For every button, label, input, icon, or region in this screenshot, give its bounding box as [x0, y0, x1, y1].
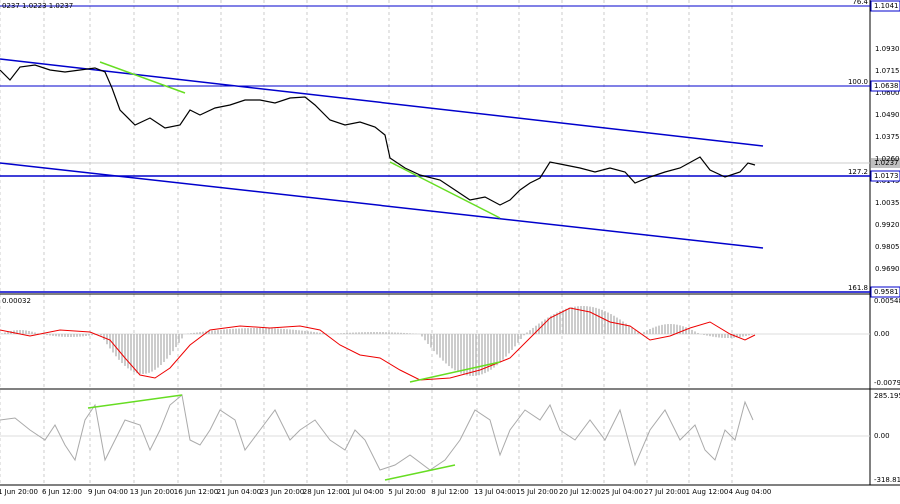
current-price: 1.0237	[874, 159, 899, 167]
channel-upper	[0, 58, 764, 147]
price-label: 1.0375	[875, 133, 900, 141]
price-label: 1.0490	[875, 111, 900, 119]
channel-lower	[0, 162, 764, 249]
macd-axis-label: 0.00	[874, 330, 890, 338]
time-label: 20 Jul 12:00	[559, 488, 601, 496]
macd-value: 0.00032	[2, 297, 31, 305]
price-series	[0, 64, 756, 206]
divergence-line	[389, 161, 501, 219]
cci-series	[0, 394, 754, 471]
cci-axis-label: 285.1954	[874, 392, 900, 400]
time-label: 1 Aug 12:00	[686, 488, 729, 496]
time-label: 4 Aug 04:00	[729, 488, 772, 496]
level-price-box	[870, 0, 900, 12]
time-label: 27 Jul 20:00	[644, 488, 686, 496]
macd-axis-label: 0.00548	[874, 297, 900, 305]
time-label: 5 Jul 20:00	[388, 488, 426, 496]
time-label: 9 Jun 04:00	[88, 488, 128, 496]
time-label: 28 Jun 12:00	[303, 488, 347, 496]
level-ratio: 100.0	[848, 78, 868, 86]
price-label: 1.0600	[875, 89, 900, 97]
time-label: 25 Jul 04:00	[601, 488, 643, 496]
level-price: 0.9581	[874, 288, 899, 296]
levels	[0, 5, 870, 293]
time-label: 21 Jun 04:00	[217, 488, 261, 496]
grid	[0, 0, 733, 485]
time-label: 13 Jun 20:00	[130, 488, 174, 496]
level-price: 1.1041	[874, 2, 899, 10]
time-label: 13 Jul 04:00	[474, 488, 516, 496]
cci-axis-label: -318.8114	[874, 476, 900, 484]
price-label: 0.9920	[875, 221, 900, 229]
level-ratio: 161.8	[848, 284, 868, 292]
current-price-box	[871, 158, 900, 168]
level-price-box	[870, 170, 900, 182]
divergence-line	[409, 361, 501, 383]
price-label: 1.0930	[875, 45, 900, 53]
time-label: 15 Jul 20:00	[516, 488, 558, 496]
time-label: 16 Jun 12:00	[174, 488, 218, 496]
quote-header: 0237 1.0223 1.0237	[2, 2, 73, 10]
level-price-box	[870, 286, 900, 298]
time-label: 1 Jul 04:00	[346, 488, 384, 496]
level-price: 1.0173	[874, 172, 899, 180]
level-ratio: 127.2	[848, 168, 868, 176]
price-label: 0.9690	[875, 265, 900, 273]
macd-signal	[0, 307, 756, 381]
cci-axis-label: 0.00	[874, 432, 890, 440]
price-label: 1.0035	[875, 199, 900, 207]
divergence-line	[99, 61, 186, 94]
macd-axis-label: -0.00799	[874, 379, 900, 387]
price-label: 1.0715	[875, 67, 900, 75]
level-price-box	[870, 80, 900, 92]
time-label: 1 Jun 20:00	[0, 488, 38, 496]
time-label: 23 Jun 20:00	[260, 488, 304, 496]
level-price: 1.0638	[874, 82, 899, 90]
level-ratio: 76.4	[852, 0, 868, 6]
time-label: 8 Jul 12:00	[431, 488, 469, 496]
divergence-line	[384, 464, 456, 481]
time-label: 6 Jun 12:00	[42, 488, 82, 496]
price-label: 0.9805	[875, 243, 900, 251]
divergence-line	[87, 394, 183, 409]
price-label: 1.0260	[875, 155, 900, 163]
